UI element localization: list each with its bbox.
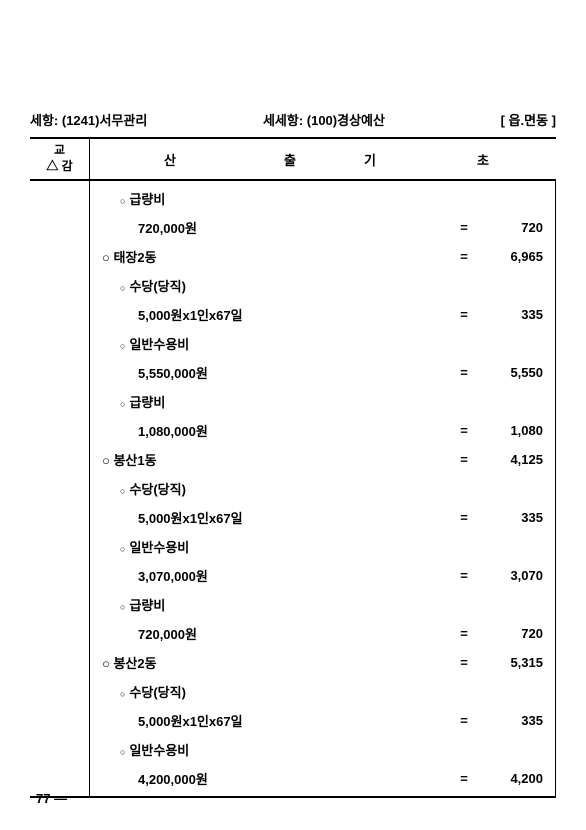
row-label: 1,080,000원 xyxy=(96,421,449,440)
row-label: 3,070,000원 xyxy=(96,566,449,585)
table-row: 일반수용비 xyxy=(96,740,549,759)
table-row: 급량비 xyxy=(96,392,549,411)
table-row: 일반수용비 xyxy=(96,537,549,556)
table-row: 5,550,000원=5,550 xyxy=(96,363,549,382)
row-eq: = xyxy=(449,423,479,438)
table-row: 봉산1동=4,125 xyxy=(96,450,549,469)
header-row: 세항: (1241)서무관리 세세항: (100)경상예산 [ 읍.면동 ] xyxy=(30,110,556,129)
table-row: 5,000원x1인x67일=335 xyxy=(96,711,549,730)
table-body: 급량비720,000원=720태장2동=6,965수당(당직)5,000원x1인… xyxy=(30,181,556,796)
row-label: 5,000원x1인x67일 xyxy=(96,305,449,324)
table-row: 봉산2동=5,315 xyxy=(96,653,549,672)
row-label: 수당(당직) xyxy=(96,276,449,295)
table-row: 720,000원=720 xyxy=(96,624,549,643)
row-value: 1,080 xyxy=(479,423,549,438)
header-right: [ 읍.면동 ] xyxy=(501,110,556,129)
page-number: 77 — xyxy=(36,791,67,806)
row-value: 720 xyxy=(479,626,549,641)
row-value: 5,315 xyxy=(479,655,549,670)
table-header: 교 △ 감 산 출 기 초 xyxy=(30,139,556,181)
row-label: 720,000원 xyxy=(96,218,449,237)
row-value: 4,125 xyxy=(479,452,549,467)
row-eq: = xyxy=(449,713,479,728)
table-row: 3,070,000원=3,070 xyxy=(96,566,549,585)
row-value: 335 xyxy=(479,307,549,322)
th-gi: 기 xyxy=(330,150,410,169)
table-row: 급량비 xyxy=(96,595,549,614)
table-row: 4,200,000원=4,200 xyxy=(96,769,549,788)
body-left xyxy=(30,181,90,796)
table-row: 태장2동=6,965 xyxy=(96,247,549,266)
row-value: 3,070 xyxy=(479,568,549,583)
row-label: 수당(당직) xyxy=(96,479,449,498)
row-value: 335 xyxy=(479,713,549,728)
row-eq: = xyxy=(449,568,479,583)
row-eq: = xyxy=(449,365,479,380)
row-eq: = xyxy=(449,626,479,641)
row-value: 6,965 xyxy=(479,249,549,264)
row-eq: = xyxy=(449,307,479,322)
row-eq: = xyxy=(449,452,479,467)
row-label: 4,200,000원 xyxy=(96,769,449,788)
table-row: 수당(당직) xyxy=(96,682,549,701)
th-left-top: 교 xyxy=(54,143,65,159)
th-main: 산 출 기 초 xyxy=(90,139,556,179)
th-san: 산 xyxy=(90,150,250,169)
row-eq: = xyxy=(449,655,479,670)
th-cho: 초 xyxy=(410,150,556,169)
row-value: 335 xyxy=(479,510,549,525)
row-label: 5,000원x1인x67일 xyxy=(96,711,449,730)
table-row: 수당(당직) xyxy=(96,276,549,295)
row-label: 5,000원x1인x67일 xyxy=(96,508,449,527)
th-chul: 출 xyxy=(250,150,330,169)
row-label: 수당(당직) xyxy=(96,682,449,701)
header-left: 세항: (1241)서무관리 xyxy=(30,110,147,129)
row-eq: = xyxy=(449,249,479,264)
row-label: 봉산1동 xyxy=(96,450,449,469)
table-row: 720,000원=720 xyxy=(96,218,549,237)
row-value: 4,200 xyxy=(479,771,549,786)
row-eq: = xyxy=(449,510,479,525)
row-label: 일반수용비 xyxy=(96,740,449,759)
table-row: 수당(당직) xyxy=(96,479,549,498)
table-row: 일반수용비 xyxy=(96,334,549,353)
th-left-bottom: △ 감 xyxy=(46,159,72,175)
row-eq: = xyxy=(449,220,479,235)
table-container: 교 △ 감 산 출 기 초 급량비720,000원=720태장2동=6,965수… xyxy=(30,137,556,798)
row-label: 봉산2동 xyxy=(96,653,449,672)
row-eq: = xyxy=(449,771,479,786)
row-label: 태장2동 xyxy=(96,247,449,266)
row-label: 720,000원 xyxy=(96,624,449,643)
row-label: 일반수용비 xyxy=(96,537,449,556)
header-center: 세세항: (100)경상예산 xyxy=(263,110,385,129)
table-row: 급량비 xyxy=(96,189,549,208)
row-label: 급량비 xyxy=(96,595,449,614)
row-label: 급량비 xyxy=(96,392,449,411)
row-label: 5,550,000원 xyxy=(96,363,449,382)
table-row: 5,000원x1인x67일=335 xyxy=(96,508,549,527)
row-value: 720 xyxy=(479,220,549,235)
row-label: 급량비 xyxy=(96,189,449,208)
row-label: 일반수용비 xyxy=(96,334,449,353)
table-row: 1,080,000원=1,080 xyxy=(96,421,549,440)
table-row: 5,000원x1인x67일=335 xyxy=(96,305,549,324)
body-main: 급량비720,000원=720태장2동=6,965수당(당직)5,000원x1인… xyxy=(90,181,556,796)
th-left: 교 △ 감 xyxy=(30,139,90,179)
row-value: 5,550 xyxy=(479,365,549,380)
